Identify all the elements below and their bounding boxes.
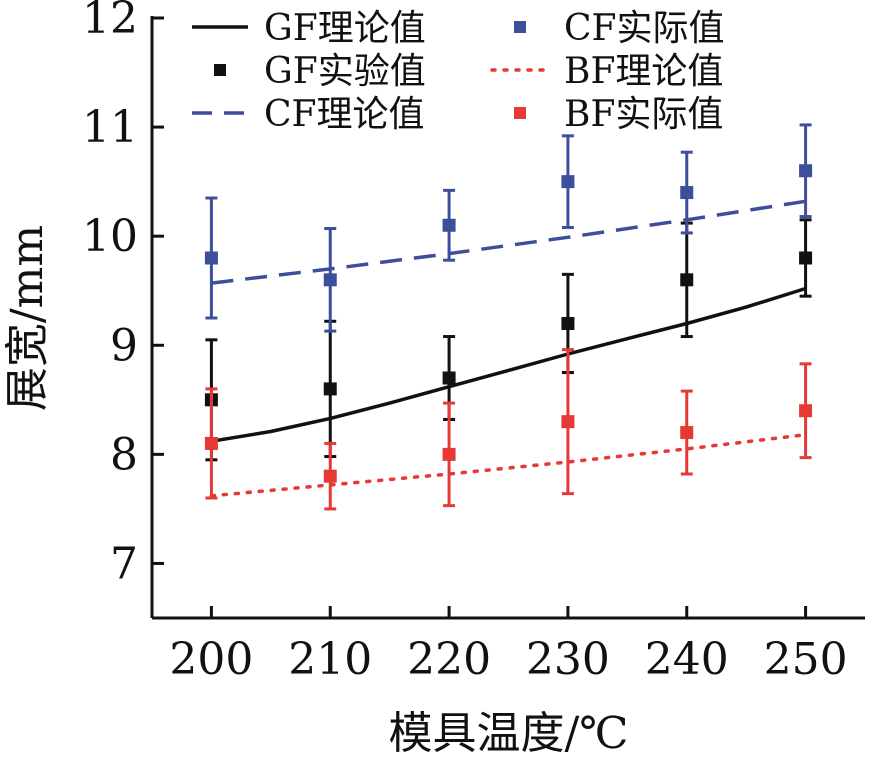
data-point bbox=[680, 426, 694, 440]
data-point bbox=[442, 371, 456, 385]
legend-label: CF理论值 bbox=[264, 94, 425, 135]
series-CF理论值 bbox=[211, 199, 806, 285]
y-tick-label: 11 bbox=[82, 102, 138, 153]
series-line bbox=[209, 432, 808, 498]
x-ticks: 200 210 220 230 240 250 bbox=[169, 606, 848, 685]
data-point bbox=[561, 316, 575, 330]
data-point bbox=[323, 273, 337, 287]
series-line bbox=[211, 199, 806, 285]
y-tick-label: 12 bbox=[82, 0, 138, 44]
series-GF理论值 bbox=[211, 286, 807, 444]
legend-item: CF实际值 bbox=[514, 8, 725, 49]
series-line bbox=[211, 286, 807, 444]
legend-item: CF理论值 bbox=[192, 94, 425, 135]
y-tick-label: 7 bbox=[110, 538, 138, 589]
data-point bbox=[680, 273, 694, 287]
x-tick-label: 220 bbox=[407, 634, 491, 685]
legend-swatch bbox=[514, 107, 526, 119]
series-CF实际值 bbox=[204, 123, 813, 333]
series-layer bbox=[204, 123, 813, 511]
plot-area: 200 210 220 230 240 250 7 8 9 10 11 12 bbox=[82, 0, 865, 685]
y-ticks: 7 8 9 10 11 12 bbox=[82, 0, 164, 589]
y-tick-label: 9 bbox=[110, 320, 138, 371]
x-tick-label: 200 bbox=[169, 634, 253, 685]
data-point bbox=[561, 415, 575, 429]
y-axis-label: 展宽/mm bbox=[2, 225, 53, 411]
legend-label: CF实际值 bbox=[564, 8, 725, 49]
data-point bbox=[442, 447, 456, 461]
legend-label: GF理论值 bbox=[264, 8, 426, 49]
legend-item: BF实际值 bbox=[514, 94, 723, 135]
y-tick-label: 10 bbox=[82, 211, 138, 262]
legend-item: GF理论值 bbox=[192, 8, 426, 49]
data-point bbox=[799, 251, 813, 265]
legend-label: BF理论值 bbox=[564, 51, 723, 92]
legend-swatch bbox=[514, 21, 526, 33]
x-tick-label: 240 bbox=[645, 634, 729, 685]
data-point bbox=[799, 404, 813, 418]
x-tick-label: 230 bbox=[526, 634, 610, 685]
data-point bbox=[799, 164, 813, 178]
legend-label: BF实际值 bbox=[564, 94, 723, 135]
data-point bbox=[561, 175, 575, 189]
legend-label: GF实验值 bbox=[264, 51, 426, 92]
data-point bbox=[442, 218, 456, 232]
series-BF实际值 bbox=[204, 348, 813, 511]
series-BF理论值 bbox=[209, 432, 808, 498]
data-point bbox=[323, 469, 337, 483]
data-point bbox=[323, 382, 337, 396]
x-axis-label: 模具温度/℃ bbox=[388, 708, 628, 757]
legend-item: GF实验值 bbox=[214, 51, 426, 92]
x-tick-label: 250 bbox=[764, 634, 848, 685]
x-tick-label: 210 bbox=[288, 634, 372, 685]
legend-item: BF理论值 bbox=[490, 51, 723, 92]
series-GF实验值 bbox=[204, 218, 813, 462]
data-point bbox=[204, 251, 218, 265]
data-point bbox=[680, 186, 694, 200]
data-point bbox=[204, 436, 218, 450]
y-tick-label: 8 bbox=[110, 429, 138, 480]
legend-swatch bbox=[214, 64, 226, 76]
